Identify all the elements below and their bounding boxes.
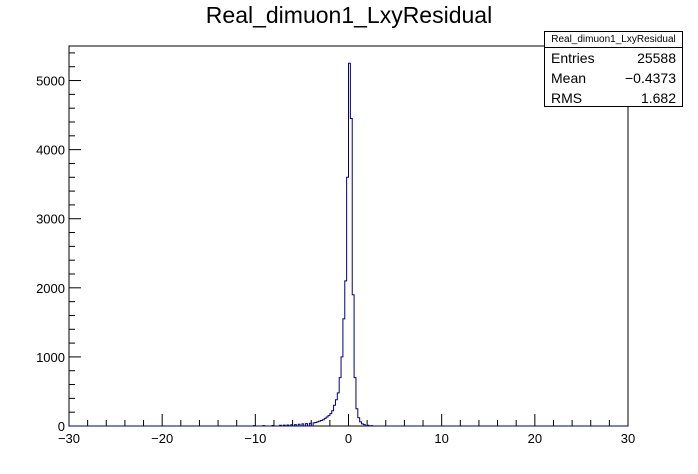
x-tick-label: 0 <box>345 431 352 446</box>
x-tick-label: 20 <box>528 431 542 446</box>
y-tick-label: 2000 <box>36 281 65 296</box>
y-tick-label: 0 <box>58 419 65 434</box>
x-tick-label: −20 <box>151 431 173 446</box>
y-tick-labels: 0 1000 2000 3000 4000 5000 <box>36 74 65 434</box>
y-tick-label: 3000 <box>36 212 65 227</box>
y-tick-label: 1000 <box>36 350 65 365</box>
stats-label: RMS <box>551 90 583 106</box>
stats-value: 25588 <box>637 50 676 66</box>
y-tick-label: 5000 <box>36 74 65 89</box>
chart-title: Real_dimuon1_LxyResidual <box>205 2 493 28</box>
stats-box-title: Real_dimuon1_LxyResidual <box>545 32 682 48</box>
stats-value: 1.682 <box>640 90 676 106</box>
x-tick-label: −10 <box>244 431 266 446</box>
y-axis <box>69 52 81 427</box>
stats-label: Entries <box>551 50 595 66</box>
x-tick-labels: −30 −20 −10 0 10 20 30 <box>58 431 635 446</box>
stats-row-rms: RMS 1.682 <box>545 88 682 108</box>
histogram-series <box>253 63 372 426</box>
stats-value: −0.4373 <box>625 70 676 86</box>
stats-row-entries: Entries 25588 <box>545 48 682 68</box>
stats-box: Real_dimuon1_LxyResidual Entries 25588 M… <box>544 31 683 107</box>
x-tick-label: −30 <box>58 431 80 446</box>
y-tick-label: 4000 <box>36 143 65 158</box>
stats-row-mean: Mean −0.4373 <box>545 68 682 88</box>
x-tick-label: 30 <box>621 431 635 446</box>
stats-label: Mean <box>551 70 587 86</box>
histogram-outline <box>69 62 628 427</box>
x-tick-label: 10 <box>434 431 448 446</box>
x-axis <box>68 414 629 426</box>
